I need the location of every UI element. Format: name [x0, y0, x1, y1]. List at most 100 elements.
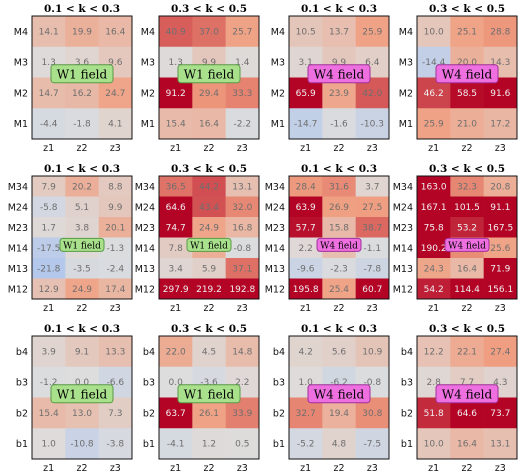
heatmap-cell — [483, 176, 518, 197]
cell-value: 9.9 — [108, 203, 123, 213]
heatmap-cell — [322, 108, 356, 140]
heatmap-cell — [65, 428, 99, 460]
heatmap-cell — [322, 278, 356, 300]
cell-value: 219.2 — [196, 285, 222, 295]
cell-value: 14.1 — [39, 27, 59, 37]
panel-title: 0.3 < k < 0.5 — [429, 3, 505, 15]
cell-value: 14.7 — [39, 89, 59, 99]
panel-frame — [31, 335, 133, 460]
cell-value: 46.2 — [424, 89, 444, 99]
cell-value: -1.6 — [330, 120, 348, 130]
field-badge — [50, 384, 114, 404]
cell-value: 22.0 — [166, 347, 186, 357]
heatmap-cell — [450, 108, 484, 140]
heatmap-cell — [225, 176, 260, 197]
cell-value: 31.6 — [329, 182, 349, 192]
x-tick-label: z3 — [495, 303, 506, 314]
cell-value: 9.9 — [202, 58, 217, 68]
x-tick-label: z2 — [333, 143, 344, 154]
y-tick-label: b2 — [273, 408, 285, 419]
panel-frame — [158, 335, 260, 460]
heatmap-cell — [32, 16, 66, 48]
panel-frame — [416, 15, 518, 140]
heatmap-cell — [98, 196, 133, 218]
cell-value: 167.1 — [421, 203, 447, 213]
cell-value: 5.6 — [332, 347, 347, 357]
heatmap-cell — [65, 278, 99, 300]
y-tick-label: b1 — [401, 439, 413, 450]
field-badge-label: W1 field — [57, 67, 108, 81]
y-tick-label: M2 — [141, 88, 155, 99]
y-tick-label: M24 — [8, 202, 28, 213]
cell-value: 2.2 — [299, 244, 313, 254]
y-tick-label: M1 — [14, 119, 28, 130]
cell-value: 10.9 — [362, 347, 382, 357]
panel-title: 0.1 < k < 0.3 — [301, 3, 377, 15]
y-tick-label: M4 — [14, 27, 28, 38]
field-badge-label: W4 field — [448, 241, 486, 251]
x-tick-label: z3 — [495, 463, 506, 473]
x-tick-label: z3 — [237, 303, 248, 314]
y-tick-label: M13 — [265, 264, 285, 275]
cell-value: 16.4 — [457, 440, 477, 450]
y-tick-label: M12 — [393, 284, 413, 295]
cell-value: 37.1 — [232, 264, 252, 274]
cell-value: 7.7 — [460, 378, 474, 388]
cell-value: 32.7 — [296, 409, 316, 419]
heatmap-cell — [355, 278, 390, 300]
cell-value: 25.1 — [457, 27, 477, 37]
cell-value: 5.1 — [75, 203, 89, 213]
cell-value: 19.9 — [72, 27, 92, 37]
panel-title: 0.1 < k < 0.3 — [44, 3, 120, 15]
cell-value: 22.1 — [457, 347, 477, 357]
y-tick-label: b4 — [401, 347, 413, 358]
heatmap-cell — [192, 336, 226, 368]
cell-value: 13.1 — [232, 182, 252, 192]
heatmap-cell — [483, 278, 518, 300]
cell-value: -1.8 — [73, 120, 91, 130]
heatmap-cell — [483, 196, 518, 218]
cell-value: 28.4 — [296, 182, 316, 192]
y-tick-label: M1 — [271, 119, 285, 130]
heatmap-cell — [159, 336, 193, 368]
cell-value: 10.0 — [424, 27, 444, 37]
cell-value: 4.1 — [108, 120, 122, 130]
cell-value: -0.8 — [364, 378, 382, 388]
y-tick-label: M23 — [393, 223, 413, 234]
x-tick-label: z1 — [300, 463, 311, 473]
cell-value: 53.2 — [457, 223, 477, 233]
cell-value: 19.4 — [329, 409, 349, 419]
x-tick-label: z3 — [495, 143, 506, 154]
x-tick-label: z2 — [333, 303, 344, 314]
y-tick-label: b4 — [143, 347, 155, 358]
heatmap-cell — [355, 336, 390, 368]
heatmap-cell — [32, 108, 66, 140]
cell-value: 42.0 — [362, 89, 382, 99]
x-tick-label: z3 — [367, 143, 378, 154]
cell-value: 1.3 — [169, 58, 183, 68]
cell-value: 73.7 — [490, 409, 510, 419]
cell-value: 91.6 — [490, 89, 510, 99]
y-tick-label: b2 — [16, 408, 28, 419]
cell-value: 16.4 — [457, 264, 477, 274]
heatmap-cell — [192, 278, 226, 300]
cell-value: 32.3 — [457, 182, 477, 192]
heatmap-cell — [225, 196, 260, 218]
y-tick-label: M12 — [8, 284, 28, 295]
cell-value: 20.2 — [72, 182, 92, 192]
x-tick-label: z1 — [170, 303, 181, 314]
cell-value: 17.2 — [490, 120, 510, 130]
heatmap-cell — [65, 217, 99, 238]
cell-value: 3.1 — [299, 58, 313, 68]
cell-value: -4.4 — [40, 120, 58, 130]
heatmap-cell — [65, 336, 99, 368]
y-tick-label: M34 — [135, 182, 155, 193]
field-badge — [444, 237, 490, 252]
panel-frame — [288, 335, 390, 460]
heatmap-cell — [417, 217, 451, 238]
cell-value: 57.7 — [296, 223, 316, 233]
x-tick-label: z2 — [76, 303, 87, 314]
heatmap-cell — [322, 217, 356, 238]
cell-value: -14.7 — [294, 120, 317, 130]
